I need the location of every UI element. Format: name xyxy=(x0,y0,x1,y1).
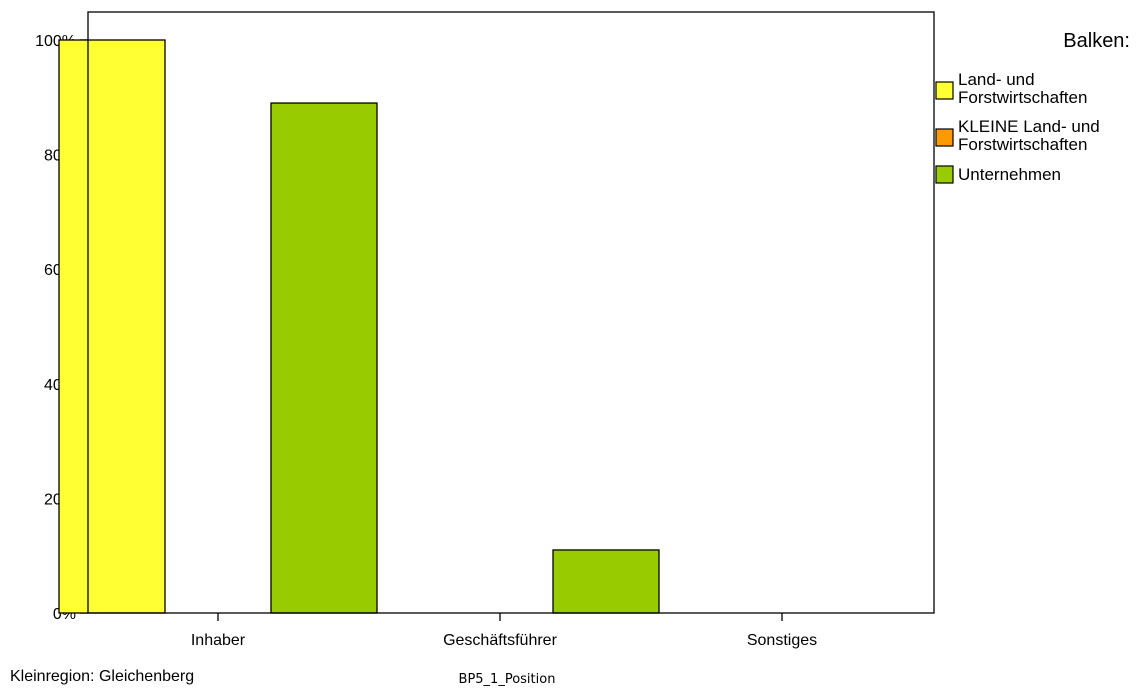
bar-3-2 xyxy=(552,549,660,614)
legend-swatch xyxy=(935,81,954,100)
x-axis-title: BP5_1_Position xyxy=(459,672,556,687)
bar-3-1 xyxy=(270,102,378,614)
legend-swatch xyxy=(935,128,954,147)
legend-label: KLEINE Land- und Forstwirtschaften xyxy=(958,117,1100,154)
footnote: Kleinregion: Gleichenberg xyxy=(10,668,194,685)
legend-label: Land- und Forstwirtschaften xyxy=(958,70,1087,107)
bars xyxy=(58,39,660,614)
legend-title: Balken: xyxy=(1063,30,1130,52)
x-axis: Inhaber Geschäftsführer Sonstiges xyxy=(191,613,817,649)
plot-area-frame xyxy=(87,11,935,614)
x-tick-label: Inhaber xyxy=(191,632,246,649)
legend: Balken: Land- und Forstwirtschaften KLEINE … xyxy=(935,30,1130,184)
x-tick-label: Geschäftsführer xyxy=(443,632,558,649)
x-tick-label: Sonstiges xyxy=(747,632,817,649)
bar-1-1 xyxy=(58,39,166,614)
legend-swatch xyxy=(935,165,954,184)
legend-label: Unternehmen xyxy=(958,165,1061,184)
